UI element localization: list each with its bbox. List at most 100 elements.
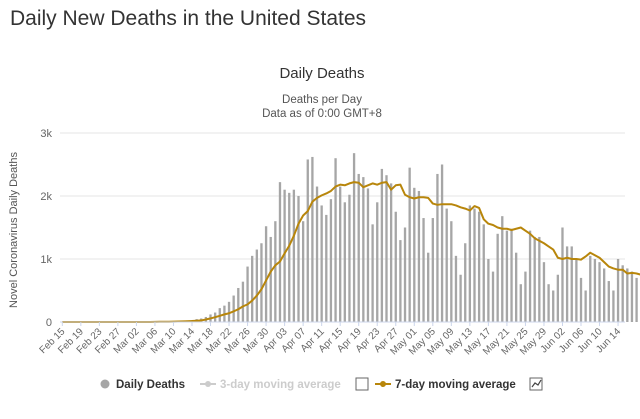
- bar[interactable]: [510, 228, 513, 322]
- legend-item-3day-average[interactable]: 3-day moving average: [200, 379, 341, 391]
- bar[interactable]: [399, 240, 402, 322]
- bar[interactable]: [366, 188, 370, 322]
- bar[interactable]: [371, 224, 374, 322]
- bar[interactable]: [547, 284, 550, 322]
- bar[interactable]: [329, 199, 333, 322]
- bar[interactable]: [524, 271, 527, 322]
- bar[interactable]: [339, 186, 342, 322]
- bar[interactable]: [616, 259, 620, 322]
- bar[interactable]: [394, 211, 397, 322]
- line-dot-marker: [380, 381, 386, 387]
- bar[interactable]: [473, 208, 476, 322]
- bar[interactable]: [334, 158, 337, 322]
- bar[interactable]: [565, 246, 569, 322]
- bar[interactable]: [246, 266, 249, 322]
- bar[interactable]: [283, 189, 286, 322]
- bar[interactable]: [288, 192, 291, 322]
- bar[interactable]: [621, 265, 624, 322]
- bar[interactable]: [464, 243, 467, 322]
- bar[interactable]: [528, 230, 532, 322]
- bar[interactable]: [570, 246, 573, 322]
- bar[interactable]: [311, 156, 314, 322]
- bar[interactable]: [343, 202, 346, 322]
- legend-item-7day-average[interactable]: 7-day moving average: [375, 379, 516, 391]
- bar[interactable]: [427, 252, 430, 322]
- bar[interactable]: [237, 287, 240, 322]
- bar[interactable]: [459, 274, 462, 322]
- bar[interactable]: [505, 230, 509, 322]
- legend: Daily Deaths 3-day moving average 7-day …: [100, 377, 543, 391]
- bar[interactable]: [445, 208, 448, 322]
- bar[interactable]: [482, 224, 485, 322]
- bar[interactable]: [487, 259, 490, 322]
- bar[interactable]: [533, 236, 536, 322]
- bar[interactable]: [376, 202, 379, 322]
- bar[interactable]: [630, 271, 634, 322]
- bar[interactable]: [315, 186, 319, 322]
- bar[interactable]: [575, 259, 578, 322]
- bar[interactable]: [320, 205, 323, 322]
- bar[interactable]: [635, 277, 638, 322]
- bar[interactable]: [468, 205, 472, 322]
- legend-label-3day-average: 3-day moving average: [220, 379, 341, 391]
- bar[interactable]: [538, 236, 541, 322]
- bar[interactable]: [515, 252, 518, 322]
- bar[interactable]: [403, 227, 407, 323]
- bar[interactable]: [454, 255, 458, 322]
- bar[interactable]: [579, 277, 583, 322]
- bar[interactable]: [260, 243, 263, 322]
- bar[interactable]: [255, 249, 258, 322]
- bar[interactable]: [278, 182, 282, 322]
- bar[interactable]: [542, 262, 546, 322]
- bar[interactable]: [301, 221, 305, 322]
- bar[interactable]: [584, 290, 587, 323]
- bar[interactable]: [274, 221, 277, 322]
- bar[interactable]: [431, 218, 434, 322]
- bar[interactable]: [501, 216, 504, 322]
- bar[interactable]: [552, 290, 555, 323]
- bar[interactable]: [232, 295, 235, 322]
- bar[interactable]: [241, 281, 245, 322]
- bar[interactable]: [593, 259, 597, 322]
- circle-icon: [100, 379, 110, 389]
- bar[interactable]: [603, 268, 606, 322]
- bar[interactable]: [380, 168, 384, 322]
- bar[interactable]: [357, 173, 360, 322]
- bar[interactable]: [561, 227, 564, 323]
- bar[interactable]: [251, 255, 254, 322]
- bar[interactable]: [589, 255, 592, 322]
- bar[interactable]: [417, 190, 421, 322]
- bar[interactable]: [598, 262, 601, 322]
- bar[interactable]: [292, 189, 296, 322]
- bar[interactable]: [297, 196, 300, 322]
- bar[interactable]: [519, 284, 522, 322]
- bar[interactable]: [436, 173, 439, 322]
- bar[interactable]: [556, 274, 560, 322]
- bar[interactable]: [227, 301, 231, 322]
- bar[interactable]: [348, 194, 351, 322]
- y-tick-label: 1k: [40, 254, 52, 266]
- bar[interactable]: [269, 236, 272, 322]
- bar[interactable]: [422, 218, 425, 322]
- bar[interactable]: [477, 211, 481, 322]
- bar[interactable]: [306, 159, 309, 322]
- bar[interactable]: [626, 268, 629, 322]
- checkbox-checked-icon[interactable]: [529, 377, 543, 391]
- bar[interactable]: [408, 167, 411, 322]
- bar[interactable]: [264, 226, 268, 322]
- bar[interactable]: [450, 221, 453, 322]
- bar[interactable]: [413, 187, 416, 322]
- bar[interactable]: [325, 214, 328, 322]
- bar[interactable]: [491, 271, 495, 322]
- bar[interactable]: [612, 290, 615, 323]
- bar[interactable]: [440, 164, 444, 323]
- bar[interactable]: [496, 233, 499, 322]
- bar[interactable]: [389, 183, 393, 322]
- bar[interactable]: [385, 175, 388, 322]
- checkbox-icon[interactable]: [355, 377, 369, 391]
- legend-item-daily-deaths[interactable]: Daily Deaths: [100, 379, 186, 391]
- bar[interactable]: [352, 153, 356, 322]
- bar[interactable]: [362, 177, 365, 322]
- bar[interactable]: [607, 281, 610, 322]
